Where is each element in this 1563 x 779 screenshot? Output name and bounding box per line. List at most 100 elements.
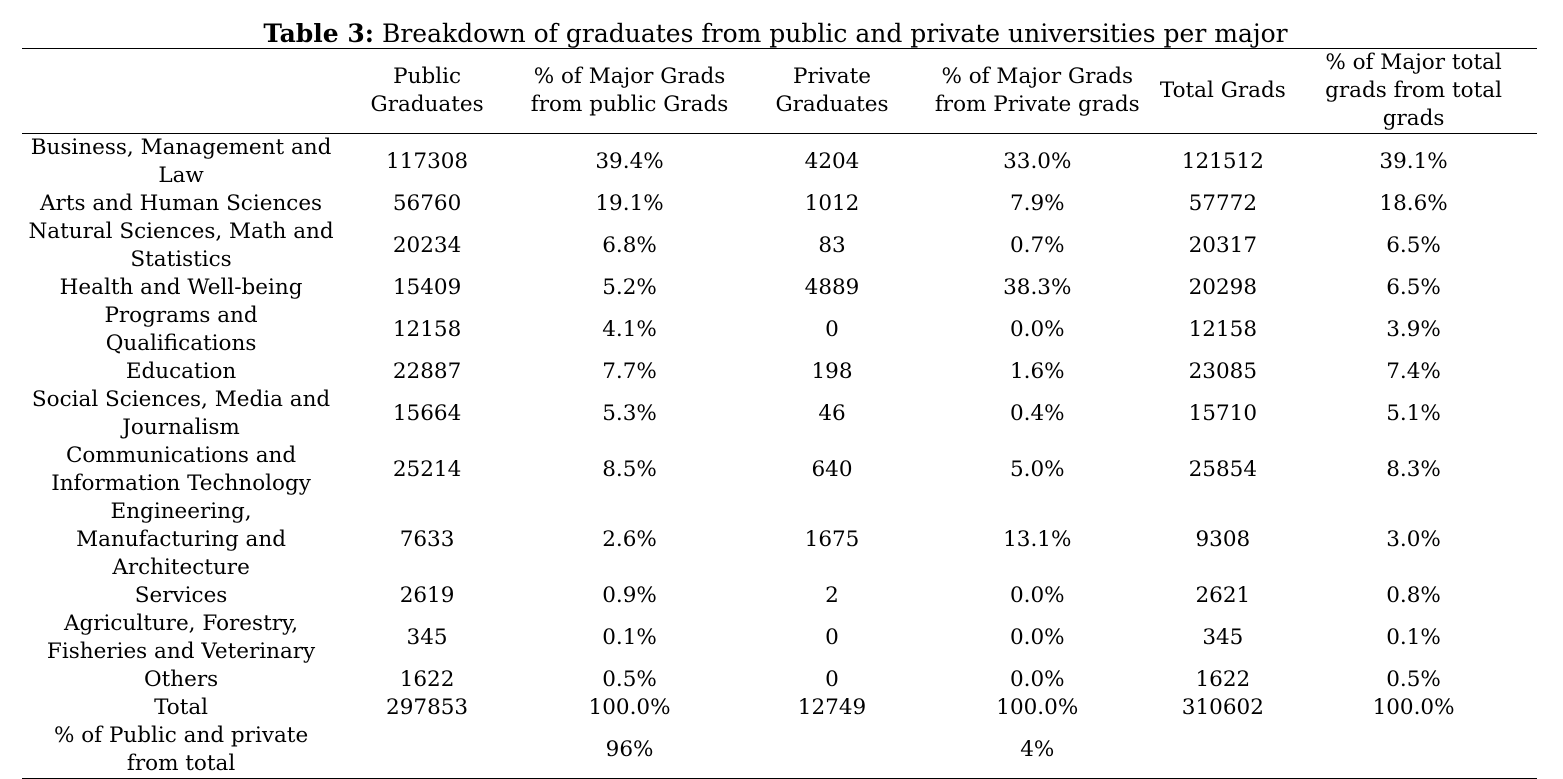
- pct-public-cell: 96%: [605, 737, 654, 762]
- private-graduates-cell: 83: [818, 233, 846, 258]
- pct-private-cell: 5.0%: [1009, 457, 1065, 482]
- pct-total-cell: 0.8%: [1386, 583, 1441, 608]
- header-pct-total: % of Major total grads from total grads: [1325, 50, 1502, 131]
- table-row: Agriculture, Forestry, Fisheries and Vet…: [22, 610, 1537, 666]
- total-grads-cell: [1156, 722, 1291, 779]
- header-pct-private: % of Major Grads from Private grads: [934, 64, 1140, 117]
- total-grads-cell: 23085: [1188, 359, 1258, 384]
- public-graduates-cell: 7633: [399, 527, 455, 552]
- pct-private-cell: 0.0%: [1009, 667, 1065, 692]
- pct-total-cell: 100.0%: [1372, 695, 1455, 720]
- header-major: [22, 49, 340, 134]
- total-grads-cell: 12158: [1188, 317, 1258, 342]
- header-public-graduates: Public Graduates: [370, 64, 484, 117]
- pct-private-cell: 0.0%: [1009, 625, 1065, 650]
- pct-public-cell: 7.7%: [602, 359, 657, 384]
- public-graduates-cell: 22887: [392, 359, 462, 384]
- pct-total-cell: 0.1%: [1386, 625, 1441, 650]
- public-graduates-cell: 56760: [392, 191, 462, 216]
- total-grads-cell: 121512: [1181, 149, 1264, 174]
- pct-private-cell: 7.9%: [1009, 191, 1065, 216]
- pct-private-cell: 38.3%: [1003, 275, 1072, 300]
- total-grads-cell: 20298: [1188, 275, 1258, 300]
- pct-total-cell: 39.1%: [1379, 149, 1448, 174]
- table-row: Others 1622 0.5% 0 0.0% 1622 0.5%: [22, 666, 1537, 694]
- table-row: Education 22887 7.7% 198 1.6% 23085 7.4%: [22, 358, 1537, 386]
- pct-public-cell: 0.5%: [602, 667, 657, 692]
- major-cell: % of Public and private from total: [53, 723, 309, 776]
- header-total-grads: Total Grads: [1159, 78, 1286, 103]
- table-row: Communications and Information Technolog…: [22, 442, 1537, 498]
- pct-private-cell: 4%: [1020, 737, 1055, 762]
- pct-private-cell: 0.7%: [1009, 233, 1065, 258]
- pct-public-cell: 8.5%: [602, 457, 657, 482]
- table-row: Natural Sciences, Math and Statistics 202…: [22, 218, 1537, 274]
- private-graduates-cell: 1012: [804, 191, 860, 216]
- major-cell: Education: [125, 359, 237, 384]
- private-graduates-cell: 4204: [804, 149, 860, 174]
- pct-total-cell: 18.6%: [1379, 191, 1448, 216]
- pct-public-cell: 19.1%: [595, 191, 664, 216]
- caption-text: Breakdown of graduates from public and p…: [381, 19, 1288, 48]
- pct-public-cell: 39.4%: [595, 149, 664, 174]
- pct-total-cell: 3.9%: [1386, 317, 1441, 342]
- public-graduates-cell: 2619: [399, 583, 455, 608]
- document-page: Table 3: Breakdown of graduates from pub…: [0, 18, 1551, 779]
- private-graduates-cell: 4889: [804, 275, 860, 300]
- pct-public-cell: 5.3%: [602, 401, 657, 426]
- total-grads-cell: 20317: [1188, 233, 1258, 258]
- pct-total-cell: 5.1%: [1386, 401, 1441, 426]
- total-grads-cell: 345: [1202, 625, 1244, 650]
- table-row: Services 2619 0.9% 2 0.0% 2621 0.8%: [22, 582, 1537, 610]
- pct-private-cell: 0.0%: [1009, 317, 1065, 342]
- pct-private-cell: 0.4%: [1009, 401, 1065, 426]
- total-grads-cell: 310602: [1181, 695, 1264, 720]
- public-graduates-cell: 345: [406, 625, 448, 650]
- major-cell: Communications and Information Technolog…: [51, 443, 311, 496]
- major-cell: Services: [134, 583, 228, 608]
- total-grads-cell: 57772: [1188, 191, 1258, 216]
- private-graduates-cell: 640: [811, 457, 853, 482]
- public-graduates-cell: [340, 722, 514, 779]
- private-graduates-cell: 0: [825, 667, 839, 692]
- table-row: Business, Management and Law 117308 39.4% 4…: [22, 134, 1537, 191]
- caption-label: Table 3:: [263, 19, 374, 48]
- private-graduates-cell: [745, 722, 919, 779]
- pct-public-cell: 0.9%: [602, 583, 657, 608]
- pct-total-cell: 8.3%: [1386, 457, 1441, 482]
- public-graduates-cell: 20234: [392, 233, 462, 258]
- private-graduates-cell: 198: [811, 359, 853, 384]
- public-graduates-cell: 15664: [392, 401, 462, 426]
- table-body: Business, Management and Law 117308 39.4% 4…: [22, 134, 1537, 779]
- table-caption: Table 3: Breakdown of graduates from pub…: [0, 18, 1551, 50]
- header-private-graduates: Private Graduates: [775, 64, 889, 117]
- pct-total-cell: 3.0%: [1386, 527, 1441, 552]
- pct-private-cell: 100.0%: [996, 695, 1079, 720]
- public-graduates-cell: 15409: [392, 275, 462, 300]
- major-cell: Programs and Qualifications: [104, 303, 258, 356]
- pct-private-cell: 1.6%: [1009, 359, 1065, 384]
- pct-total-cell: 6.5%: [1386, 233, 1441, 258]
- major-cell: Business, Management and Law: [30, 135, 332, 188]
- pct-public-cell: 100.0%: [588, 695, 671, 720]
- major-cell: Total: [154, 695, 209, 720]
- header-pct-public: % of Major Grads from public Grads: [530, 64, 729, 117]
- private-graduates-cell: 12749: [797, 695, 867, 720]
- graduates-table: Public Graduates % of Major Grads from p…: [22, 48, 1537, 779]
- pct-private-cell: 0.0%: [1009, 583, 1065, 608]
- public-graduates-cell: 25214: [392, 457, 462, 482]
- pct-total-cell: 6.5%: [1386, 275, 1441, 300]
- pct-public-cell: 2.6%: [602, 527, 657, 552]
- pct-private-cell: 13.1%: [1003, 527, 1072, 552]
- private-graduates-cell: 0: [825, 317, 839, 342]
- major-cell: Agriculture, Forestry, Fisheries and Vet…: [46, 611, 316, 664]
- pct-total-cell: 0.5%: [1386, 667, 1441, 692]
- major-cell: Others: [143, 667, 219, 692]
- private-graduates-cell: 0: [825, 625, 839, 650]
- table-row: Engineering, Manufacturing and Architect…: [22, 498, 1537, 582]
- private-graduates-cell: 46: [818, 401, 846, 426]
- public-graduates-cell: 117308: [386, 149, 469, 174]
- table-row: Programs and Qualifications 12158 4.1% 0 0.0…: [22, 302, 1537, 358]
- total-grads-cell: 25854: [1188, 457, 1258, 482]
- public-graduates-cell: 1622: [399, 667, 455, 692]
